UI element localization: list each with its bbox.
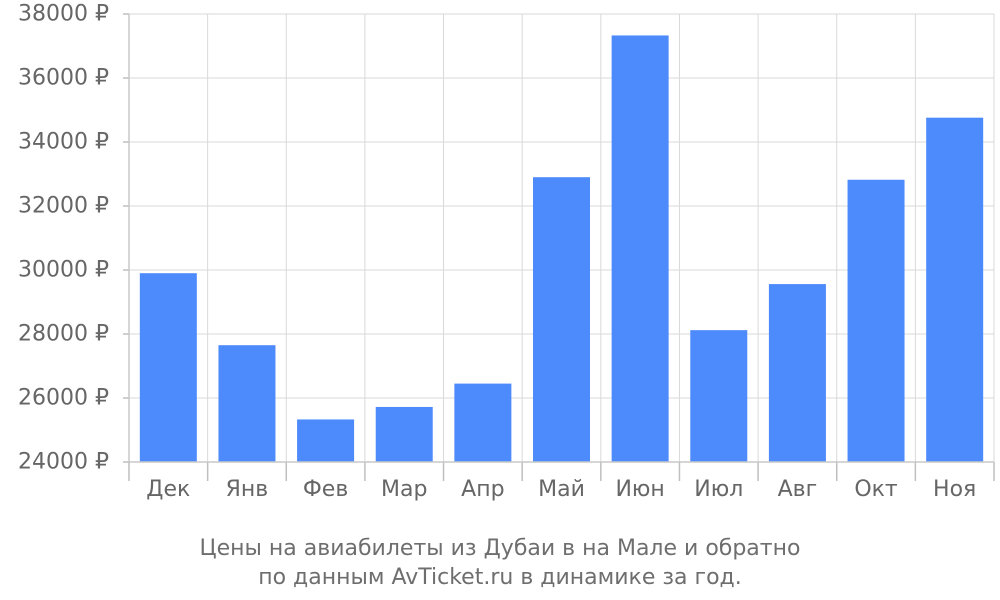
x-tick-label: Авг bbox=[778, 477, 818, 502]
x-tick-label: Мар bbox=[381, 477, 427, 502]
x-tick-label: Фев bbox=[303, 477, 348, 502]
x-tick-label: Июл bbox=[694, 477, 743, 502]
bar-8 bbox=[768, 284, 826, 462]
bar-6 bbox=[611, 35, 669, 462]
x-tick-label: Июн bbox=[615, 477, 664, 502]
x-tick-label: Ноя bbox=[933, 477, 976, 502]
y-tick-label: 38000 ₽ bbox=[18, 2, 109, 27]
bar-7 bbox=[690, 330, 748, 462]
y-tick-label: 28000 ₽ bbox=[18, 322, 109, 347]
bar-5 bbox=[533, 177, 590, 462]
y-tick-label: 32000 ₽ bbox=[18, 194, 109, 219]
x-tick-label: Окт bbox=[854, 477, 898, 502]
bar-9 bbox=[847, 179, 905, 462]
y-tick-label: 34000 ₽ bbox=[18, 130, 109, 155]
y-tick-label: 26000 ₽ bbox=[18, 386, 109, 411]
bars bbox=[139, 35, 984, 463]
x-tick-label: Дек bbox=[146, 477, 190, 502]
bar-1 bbox=[218, 345, 276, 462]
y-tick-label: 30000 ₽ bbox=[18, 258, 109, 283]
y-axis-labels: 24000 ₽ 26000 ₽ 28000 ₽ 30000 ₽ 32000 ₽ 34000… bbox=[18, 2, 109, 475]
x-tick-label: Янв bbox=[226, 477, 269, 502]
bar-0 bbox=[139, 273, 197, 462]
chart-caption-line-2: по данным AvTicket.ru в динамике за год. bbox=[258, 565, 742, 590]
y-tick-label: 24000 ₽ bbox=[18, 450, 109, 475]
bar-4 bbox=[454, 383, 512, 462]
axes bbox=[123, 13, 995, 481]
bar-3 bbox=[375, 406, 433, 462]
y-tick-label: 36000 ₽ bbox=[18, 66, 109, 91]
bar-2 bbox=[297, 419, 355, 462]
x-axis-labels: Дек Янв Фев Мар Апр Май Июн Июл Авг Окт Ноя bbox=[146, 477, 976, 502]
bar-10 bbox=[926, 117, 984, 463]
x-tick-label: Май bbox=[538, 477, 585, 502]
x-tick-label: Апр bbox=[461, 477, 504, 502]
chart-caption-line-1: Цены на авиабилеты из Дубаи в на Мале и … bbox=[200, 536, 801, 561]
